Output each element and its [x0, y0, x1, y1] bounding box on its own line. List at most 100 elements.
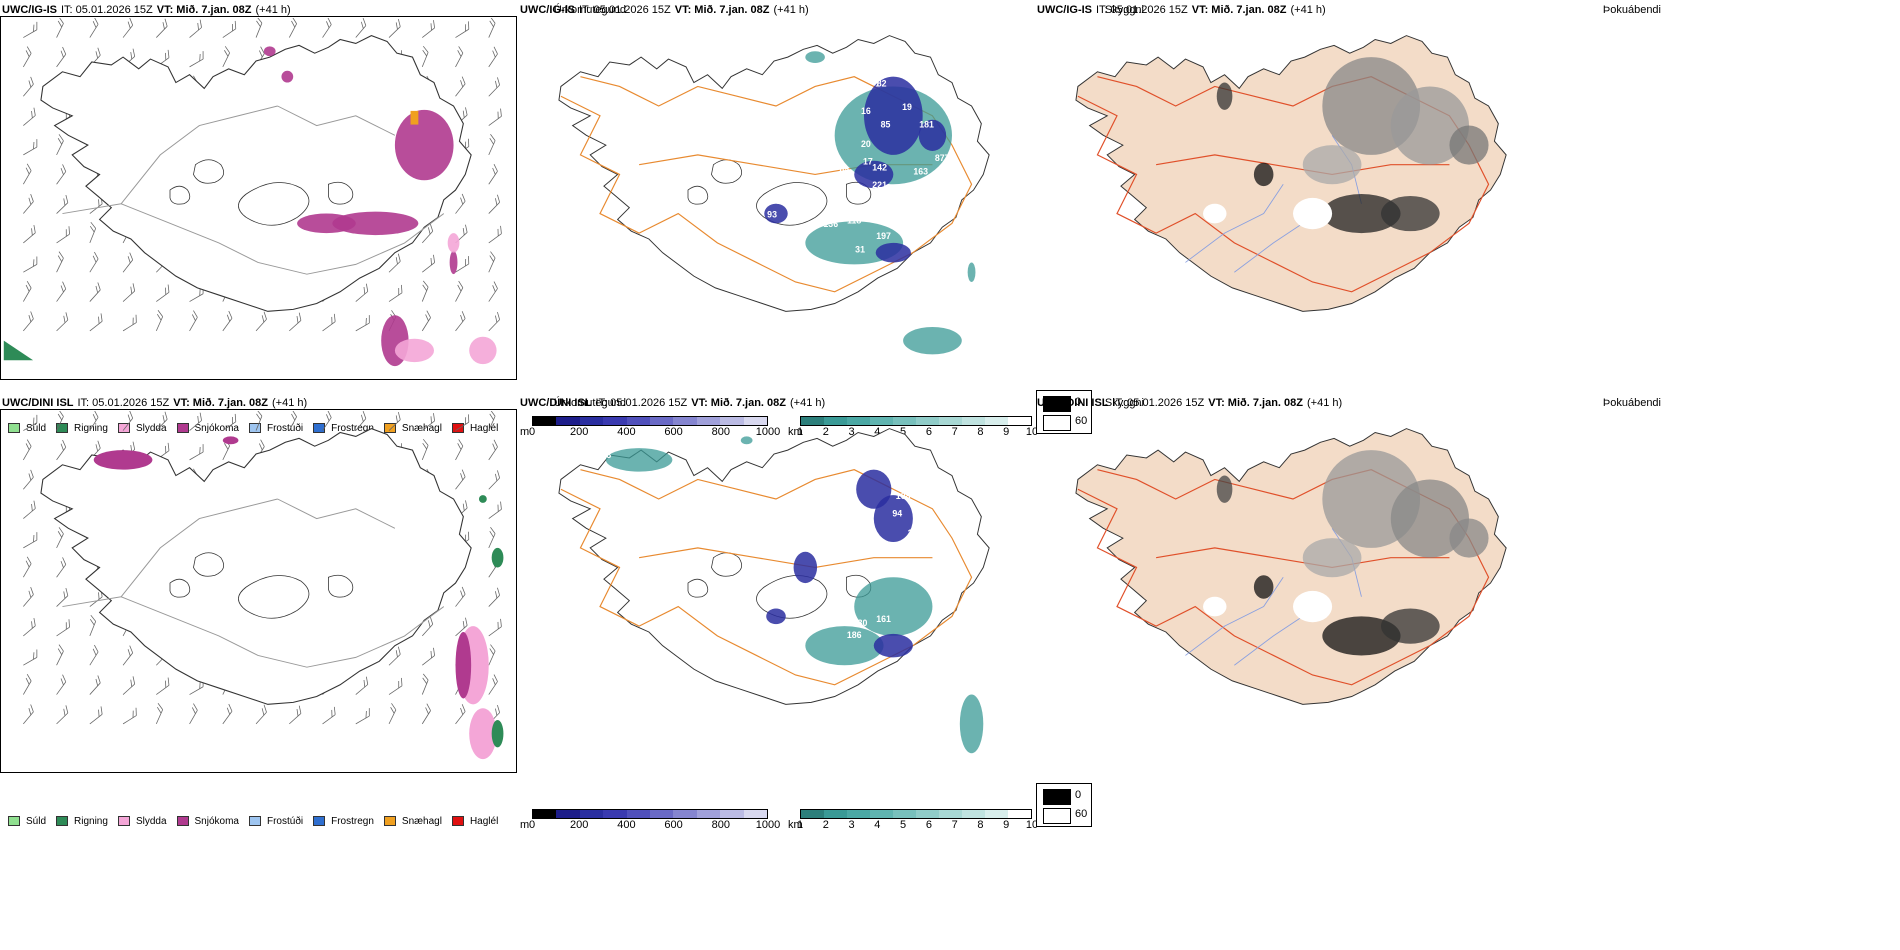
wind-barb-icon	[355, 18, 367, 38]
fog-swatch	[1043, 415, 1071, 431]
ceiling-value-label: 124	[798, 540, 813, 550]
legend-item: Snjókoma	[176, 815, 239, 827]
product-type: Þokuábendi	[1602, 397, 1661, 409]
product-type: Úrkomutegund	[553, 397, 626, 409]
wind-barb-icon	[421, 280, 429, 302]
wind-barb-icon	[189, 19, 202, 38]
wind-barb-icon	[56, 527, 64, 549]
legend-label: Haglél	[469, 815, 499, 827]
wind-barb-icon	[23, 139, 38, 156]
road-network	[1077, 469, 1490, 686]
legend-label: Frostregn	[331, 422, 374, 434]
wind-barb-icon	[89, 251, 99, 273]
legend-label: Frostúði	[266, 815, 304, 827]
wind-barb-icon	[455, 46, 464, 68]
wind-barb-icon	[56, 194, 69, 214]
wind-barb-icon	[455, 414, 470, 431]
model-label: UWC/IG-IS	[520, 4, 575, 16]
wind-barb-icon	[488, 194, 500, 214]
scale-tick-label: 6	[925, 426, 932, 438]
ceiling-value-label: 10	[908, 544, 918, 554]
scale-tick-label: 1	[796, 819, 804, 831]
legend-label: Snæhagl	[401, 815, 442, 827]
wind-barb-icon	[89, 221, 97, 244]
fog-high-label: 60	[1075, 808, 1088, 820]
fog-low-label: 0	[1075, 396, 1082, 408]
wind-barb-icon	[255, 18, 263, 38]
scale-tick-label: 600	[664, 426, 683, 438]
wind-barb-icon	[222, 703, 233, 725]
legend-label: Haglél	[469, 422, 499, 434]
wind-barb-icon	[56, 164, 67, 185]
legend-swatch	[176, 816, 189, 826]
ceiling-value-label: 93	[840, 166, 850, 176]
lead-time: (+41 h)	[255, 4, 291, 16]
wind-barb-icon	[488, 18, 496, 38]
map-canvas	[1075, 35, 1507, 312]
wind-barb-icon	[488, 618, 502, 637]
scale-tick-label: 8	[977, 819, 984, 831]
scale-tick-label: 800	[711, 426, 730, 438]
wind-barb-icon	[56, 281, 67, 302]
road-network	[62, 498, 445, 668]
wind-barb-icon	[89, 675, 101, 695]
wind-barb-icon	[22, 163, 32, 185]
scale-tick-label: 600	[664, 819, 683, 831]
wind-barb-icon	[189, 703, 198, 725]
road-network	[62, 105, 445, 275]
map-frame	[0, 409, 517, 773]
wind-barb-icon	[421, 703, 431, 725]
wind-barb-icon	[421, 45, 429, 68]
wind-barb-icon	[422, 254, 435, 273]
precip-type-map-bottom: UWC/DINI ISL IT: 05.01.2026 15Z VT: Mið. 7…	[0, 393, 630, 843]
wind-barb-icon	[455, 280, 464, 302]
legend-item: Slydda	[117, 815, 167, 827]
wind-barb-icon	[22, 281, 32, 302]
valid-time: VT: Mið. 7.jan. 08Z	[1208, 397, 1303, 409]
legend-item: Rigning	[56, 816, 108, 827]
wind-barb-icon	[155, 703, 164, 725]
scale-unit: m	[520, 426, 530, 438]
wind-barb-icon	[56, 18, 64, 38]
valid-time: VT: Mið. 7.jan. 08Z	[1191, 4, 1287, 16]
init-time: IT: 05.01.2026 15Z	[77, 397, 170, 409]
legend-swatch	[451, 816, 464, 826]
valid-time: VT: Mið. 7.jan. 08Z	[674, 4, 770, 16]
ceiling-value-label: 123	[827, 604, 842, 614]
panel-header: UWC/DINI ISL IT: 05.01.2026 15Z VT: Mið. 7…	[2, 395, 628, 411]
legend-label: Snjókoma	[194, 815, 239, 827]
wind-barb-icon	[255, 704, 267, 725]
panel-header: UWC/IG-IS IT: 05.01.2026 15Z VT: Mið. 7.ja…	[520, 2, 1146, 18]
legend-swatch	[451, 423, 464, 433]
legend-item: Snæhagl	[383, 423, 442, 434]
precip-type-legend: Súld Rigning Slydda Snjókoma Frostúði Frostre…	[2, 811, 505, 831]
wind-barb-icon	[222, 310, 233, 332]
ceiling-value-label: 230	[853, 618, 868, 628]
wind-barb-icon	[488, 225, 502, 244]
wind-barb-icon	[388, 703, 397, 725]
legend-label: Slydda	[135, 815, 167, 827]
legend-item: Súld	[8, 816, 46, 827]
visibility-map-bottom: UWC/DINI ISL IT: 05.01.2026 15Z VT: Mið. 7…	[518, 393, 1148, 843]
scale-tick-label: 800	[711, 819, 730, 831]
scale-tick-label: 1000	[755, 819, 781, 831]
wind-barb-icon	[56, 46, 67, 68]
init-time: IT: 05.01.2026 15Z	[61, 4, 153, 16]
legend-swatch	[8, 423, 20, 433]
ceiling-value-label: 161	[876, 614, 891, 624]
scale-unit: km	[788, 819, 803, 831]
legend-item: Frostúði	[248, 423, 303, 434]
coastline	[40, 35, 472, 312]
wind-barb-icon	[89, 644, 99, 666]
wind-barb-icon	[488, 311, 500, 332]
wind-barb-icon	[23, 21, 38, 38]
wind-barb-icon	[56, 439, 67, 461]
wind-barb-icon	[388, 411, 401, 431]
wind-barb-icon	[455, 439, 464, 461]
ceiling-value-label: 197	[876, 231, 891, 241]
wind-barb-icon	[488, 134, 496, 156]
wind-barb-icon	[421, 223, 434, 244]
ceiling-value-label: 603	[597, 450, 612, 460]
wind-barb-icon	[222, 20, 237, 38]
wind-barb-icon	[122, 18, 134, 38]
